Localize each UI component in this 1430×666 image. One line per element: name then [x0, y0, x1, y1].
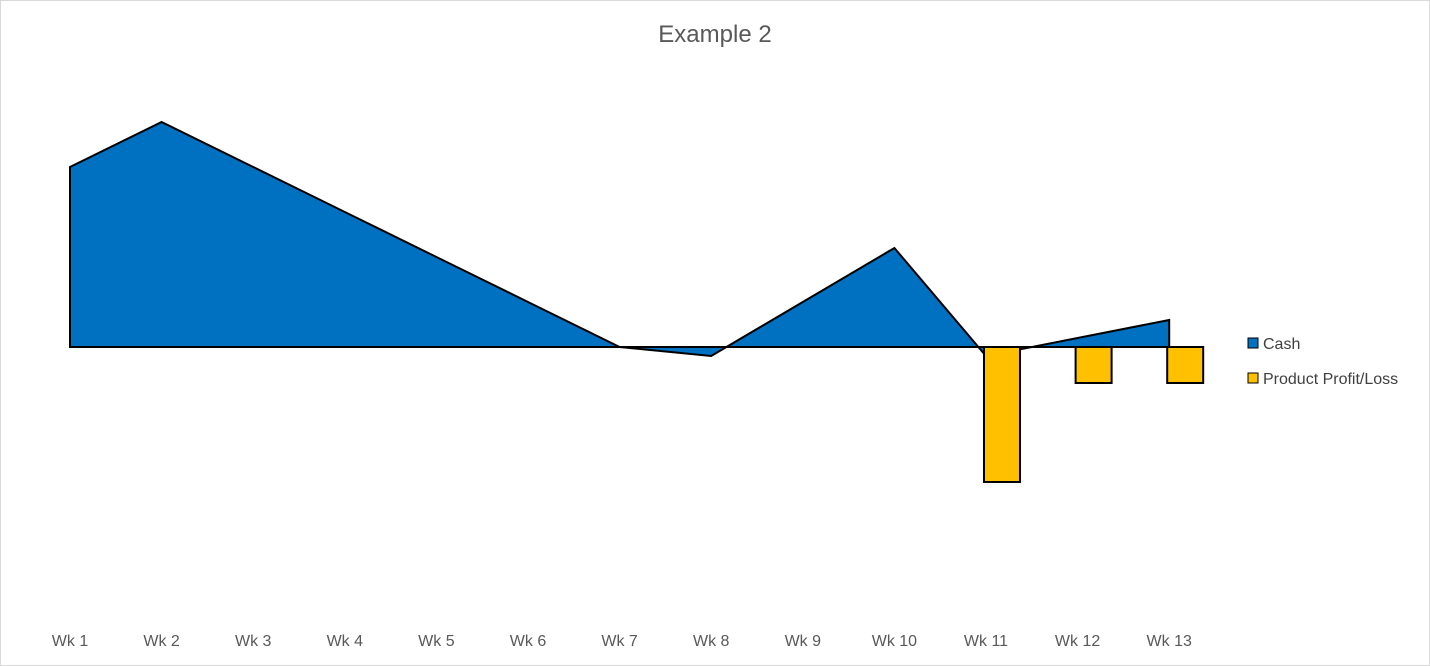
x-tick-label: Wk 6 — [510, 633, 547, 650]
x-tick-label: Wk 1 — [52, 633, 89, 650]
x-tick-label: Wk 9 — [785, 633, 822, 650]
x-tick-label: Wk 11 — [964, 633, 1008, 650]
profit-loss-bar — [1166, 346, 1205, 384]
x-tick-label: Wk 8 — [693, 633, 730, 650]
x-tick-label: Wk 13 — [1147, 633, 1192, 650]
x-tick-label: Wk 5 — [418, 633, 455, 650]
legend-swatch — [1247, 372, 1259, 384]
x-tick-label: Wk 3 — [235, 633, 272, 650]
x-tick-label: Wk 7 — [601, 633, 638, 650]
x-tick-label: Wk 10 — [872, 633, 917, 650]
legend-swatch — [1247, 337, 1259, 349]
legend-label: Cash — [1263, 336, 1300, 353]
chart-title: Example 2 — [658, 21, 772, 48]
x-tick-label: Wk 2 — [143, 633, 180, 650]
legend-label: Product Profit/Loss — [1263, 371, 1398, 388]
profit-loss-bar — [983, 346, 1021, 483]
cash-area — [69, 120, 1171, 358]
x-tick-label: Wk 12 — [1055, 633, 1100, 650]
x-tick-label: Wk 4 — [327, 633, 364, 650]
profit-loss-bar — [1074, 346, 1113, 384]
